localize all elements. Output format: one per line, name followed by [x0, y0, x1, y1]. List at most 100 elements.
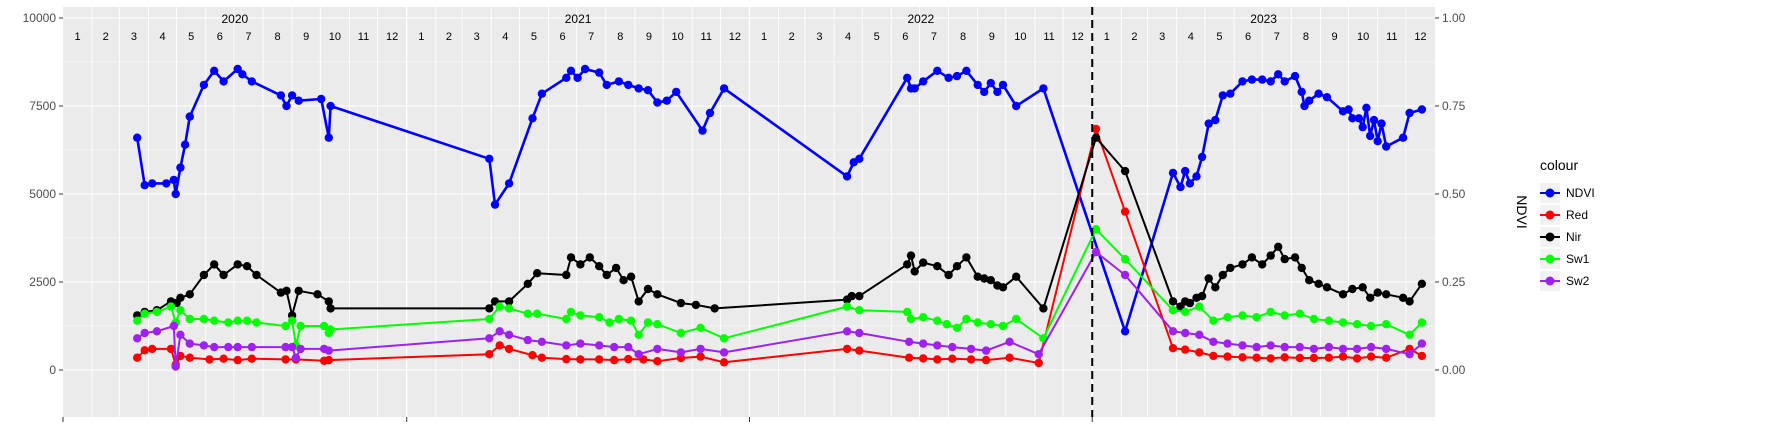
- month-label: 10: [1357, 31, 1369, 43]
- red-point: [528, 351, 537, 360]
- sw2-point: [1209, 337, 1218, 346]
- nir-point: [1405, 297, 1414, 306]
- month-label: 6: [1245, 31, 1251, 43]
- red-point: [1417, 351, 1427, 361]
- ndvi-point: [919, 77, 928, 86]
- month-label: 3: [131, 31, 137, 43]
- ndvi-point: [1344, 105, 1353, 114]
- ndvi-point: [324, 133, 333, 142]
- nir-point: [952, 262, 962, 271]
- y-tick-label: 0: [49, 363, 56, 377]
- sw1-point: [199, 314, 209, 324]
- sw2-point: [504, 330, 514, 339]
- nir-point: [1274, 242, 1283, 251]
- sw2-point: [199, 341, 209, 350]
- legend-marker-sw1: [1545, 254, 1555, 264]
- sw2-point: [981, 346, 991, 355]
- sw2-point: [1324, 342, 1334, 352]
- ndvi-point: [1362, 103, 1371, 113]
- sw2-point: [719, 348, 729, 357]
- month-label: 10: [672, 31, 684, 43]
- nir-point: [986, 276, 995, 285]
- month-label: 5: [1216, 31, 1222, 43]
- nir-point: [1185, 298, 1195, 308]
- ndvi-point: [176, 163, 185, 172]
- month-label: 2: [1131, 31, 1137, 43]
- sw2-point: [485, 334, 494, 343]
- ndvi-point: [1120, 327, 1130, 336]
- month-label: 9: [646, 31, 652, 43]
- ndvi-point: [986, 78, 995, 88]
- month-label: 7: [931, 31, 937, 43]
- month-label: 12: [1072, 31, 1084, 43]
- red-point: [1120, 207, 1130, 216]
- ndvi-point: [944, 73, 953, 83]
- red-point: [495, 341, 504, 350]
- sw2-point: [1295, 342, 1305, 352]
- sw1-point: [605, 318, 614, 327]
- month-label: 10: [1014, 31, 1026, 43]
- ndvi-point: [1168, 168, 1178, 178]
- ndvi-point: [1297, 87, 1306, 97]
- month-label: 12: [1414, 31, 1426, 43]
- ndvi-point: [490, 200, 500, 209]
- nir-point: [485, 304, 494, 313]
- ndvi-point: [1373, 137, 1382, 146]
- ndvi-point: [1348, 114, 1357, 123]
- ndvi-point: [247, 77, 256, 86]
- month-label: 4: [1188, 31, 1194, 43]
- nir-point: [294, 286, 303, 295]
- ndvi-point: [1382, 142, 1391, 151]
- red-point: [842, 344, 852, 354]
- ndvi-point: [998, 80, 1008, 90]
- ndvi-point: [1185, 179, 1195, 188]
- sw1-point: [562, 314, 571, 324]
- sw2-point: [624, 342, 633, 352]
- year-label: 2021: [565, 12, 592, 26]
- ndvi-point: [537, 89, 547, 98]
- month-label: 1: [1104, 31, 1110, 43]
- nir-point: [585, 253, 594, 262]
- legend-marker-sw2: [1545, 276, 1555, 286]
- sw1-point: [1324, 316, 1334, 325]
- axes: 0 2500 5000 7500 10000 0.00 0.25 0.50 0.75 1.00: [23, 11, 1466, 422]
- sw2-point: [185, 339, 194, 348]
- nir-point: [1366, 293, 1375, 302]
- ndvi-point: [1305, 96, 1314, 105]
- nir-point: [980, 274, 989, 283]
- month-label: 5: [531, 31, 537, 43]
- nir-point: [619, 276, 628, 285]
- nir-point: [566, 253, 576, 262]
- nir-point: [576, 260, 585, 269]
- nir-point: [1297, 263, 1306, 273]
- nir-point: [643, 284, 653, 294]
- ndvi-point: [643, 86, 653, 95]
- sw1-point: [1223, 313, 1232, 322]
- month-label: 12: [386, 31, 398, 43]
- red-point: [485, 350, 494, 359]
- grid-lines: [63, 7, 1435, 417]
- month-label: 5: [188, 31, 194, 43]
- sw2-point: [696, 344, 705, 354]
- nir-point: [313, 290, 322, 299]
- ndvi-point: [933, 66, 942, 76]
- ndvi-point: [903, 73, 912, 83]
- red-point: [719, 358, 729, 367]
- ndvi-point: [980, 87, 989, 97]
- nir-point: [199, 270, 209, 280]
- sw2-point: [169, 321, 178, 331]
- month-label: 3: [474, 31, 480, 43]
- red-point: [1295, 353, 1305, 363]
- sw1-point: [643, 318, 653, 327]
- nir-point: [1218, 270, 1228, 280]
- ndvi-point: [199, 80, 209, 90]
- sw2-point: [1417, 339, 1427, 348]
- nir-point: [523, 279, 532, 288]
- sw1-point: [998, 321, 1008, 331]
- ndvi-point: [238, 70, 247, 79]
- red-point: [1238, 353, 1247, 362]
- ndvi-point: [1039, 84, 1048, 93]
- red-point: [219, 354, 228, 363]
- ndvi-point: [662, 96, 671, 105]
